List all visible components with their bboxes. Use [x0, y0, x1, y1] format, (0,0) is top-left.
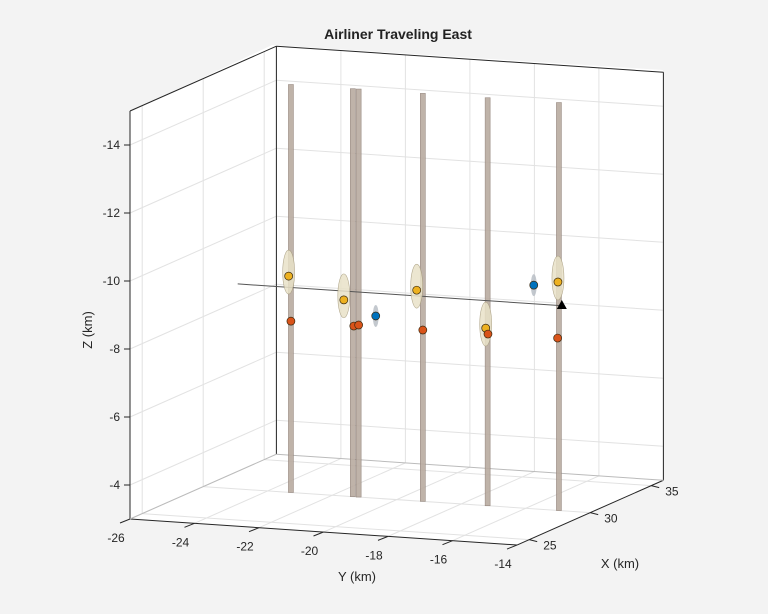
grid-line [264, 459, 652, 487]
x-tick-label: 25 [543, 539, 557, 553]
orange-detection-point [553, 333, 562, 343]
x-tick-label: 35 [665, 485, 679, 499]
blue-detection-point [371, 311, 381, 321]
orange-detection-point [483, 329, 493, 339]
axes-box [129, 45, 664, 546]
y-tick-label: -16 [430, 553, 448, 567]
x-tick-mark [590, 512, 599, 516]
box-edge [276, 453, 664, 481]
grid-line [129, 79, 277, 146]
box-edge [129, 453, 277, 520]
grid-line [276, 419, 664, 447]
grid-line [142, 513, 530, 541]
grid-line [276, 351, 664, 379]
y-tick-label: -22 [236, 540, 254, 554]
x-tick-mark [529, 539, 538, 543]
y-tick-label: -24 [172, 535, 190, 549]
y-tick-mark [377, 535, 389, 541]
grid-line [276, 147, 664, 175]
grid-line [203, 486, 591, 514]
y-tick-label: -14 [494, 557, 512, 571]
box-edge [276, 45, 664, 73]
grid-line [129, 147, 277, 214]
uncertainty-pole [355, 88, 362, 498]
grid-line [276, 215, 664, 243]
orange-detection-point [286, 316, 296, 326]
y-tick-label: -20 [301, 544, 319, 558]
x-tick-mark [651, 485, 660, 489]
y-tick-mark [184, 522, 195, 528]
uncertainty-pole [484, 97, 491, 507]
z-tick-label: -12 [103, 206, 121, 220]
z-tick-label: -6 [109, 410, 120, 424]
z-tick-label: -8 [109, 342, 120, 356]
data-marks [237, 84, 567, 511]
grid-line [129, 419, 277, 486]
y-tick-mark [248, 527, 260, 533]
blue-detection-point [529, 280, 539, 290]
yellow-detection-point [412, 285, 422, 295]
z-axis-label: Z (km) [80, 311, 95, 349]
x-tick-label: 30 [604, 512, 618, 526]
y-axis-label: Y (km) [338, 569, 376, 584]
y-tick-label: -26 [107, 531, 125, 545]
grid-line [129, 283, 277, 350]
z-tick-label: -10 [103, 274, 121, 288]
z-tick-label: -14 [103, 138, 121, 152]
yellow-detection-point [553, 277, 563, 287]
z-tick-label: -4 [109, 478, 120, 492]
box-edge [129, 45, 277, 112]
yellow-detection-point [284, 271, 294, 281]
y-tick-mark [442, 540, 453, 546]
uncertainty-pole [350, 88, 356, 497]
tick-labels: -14 -12 -10 -8 -6 -4 -26 -24 -22 -20 -18 -16 -14 25 30… [103, 138, 679, 571]
target-marker [556, 300, 567, 310]
y-tick-label: -18 [365, 548, 383, 562]
y-tick-mark [119, 518, 131, 524]
orange-detection-point [354, 320, 363, 330]
chart-title: Airliner Traveling East [324, 26, 472, 42]
grid-line [129, 215, 277, 282]
x-axis-label: X (km) [601, 556, 639, 571]
y-tick-mark [506, 544, 518, 550]
yellow-detection-point [339, 295, 349, 305]
grid-line [129, 351, 277, 418]
y-tick-mark [313, 531, 324, 537]
grid-line [276, 79, 664, 107]
orange-detection-point [418, 325, 428, 335]
